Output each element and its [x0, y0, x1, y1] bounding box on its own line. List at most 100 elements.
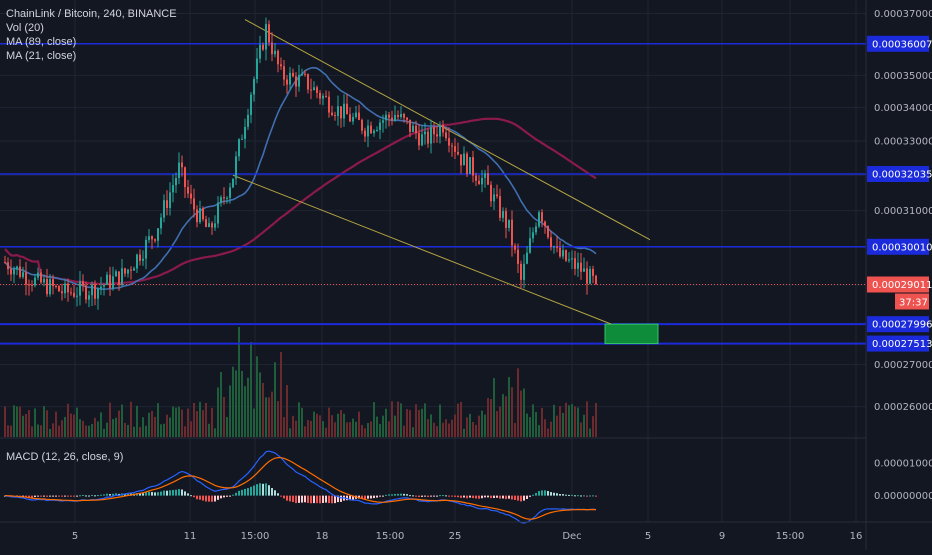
ma89-indicator-label[interactable]: MA (89, close)	[6, 36, 77, 48]
time-tick-label: 5	[72, 531, 78, 542]
current-price-tag[interactable]	[867, 276, 929, 293]
candle-body	[310, 89, 312, 91]
candle-body	[562, 250, 564, 257]
macd-histogram-bar	[433, 495, 435, 497]
macd-histogram-bar	[349, 495, 351, 501]
macd-signal-line	[4, 456, 597, 520]
countdown-tag	[895, 293, 929, 310]
macd-histogram-bar	[592, 495, 594, 497]
candle-body	[304, 73, 306, 75]
macd-histogram-bar	[85, 495, 87, 497]
candle-body	[52, 279, 54, 286]
volume-bar	[505, 396, 507, 437]
trendlines[interactable]	[232, 19, 651, 325]
candle-body	[247, 114, 249, 127]
macd-histogram-bar	[76, 495, 78, 497]
macd-histogram-bar	[247, 488, 249, 496]
trendline[interactable]	[244, 19, 651, 241]
volume-bar	[382, 415, 384, 437]
trendline[interactable]	[232, 174, 612, 325]
level-tag[interactable]	[867, 316, 929, 333]
volume-bar	[22, 415, 24, 437]
symbol-title[interactable]: ChainLink / Bitcoin, 240, BINANCE	[6, 8, 177, 20]
volume-bar	[241, 370, 243, 437]
candle-body	[43, 279, 45, 283]
macd-histogram-bar	[295, 495, 297, 504]
macd-histogram-bar	[70, 495, 72, 497]
macd-histogram-bar	[259, 483, 261, 496]
volume-bar	[526, 413, 528, 437]
candle-body	[286, 79, 288, 85]
candle-body	[235, 156, 237, 179]
macd-tick-label: 0.00000000	[874, 491, 932, 502]
level-tag[interactable]	[867, 166, 929, 183]
vol-indicator-label[interactable]: Vol (20)	[6, 22, 44, 34]
macd-histogram-bar	[40, 495, 42, 497]
volume-bar	[106, 422, 108, 437]
ma21-indicator-label[interactable]: MA (21, close)	[6, 50, 77, 62]
candle-body	[502, 211, 504, 218]
volume-bar	[163, 423, 165, 437]
candle-body	[193, 198, 195, 210]
volume-bar	[193, 402, 195, 437]
macd-histogram-bar	[454, 495, 456, 497]
macd-indicator-label[interactable]: MACD (12, 26, close, 9)	[6, 451, 124, 463]
macd-histogram-bar	[163, 490, 165, 496]
level-tag[interactable]	[867, 335, 929, 352]
volume-bar	[31, 426, 33, 437]
macd-histogram-bar	[325, 495, 327, 503]
candle-body	[196, 209, 198, 223]
candle-body	[85, 285, 87, 300]
macd-histogram-bar	[322, 495, 324, 503]
macd-histogram-bar	[337, 495, 339, 503]
macd-histogram-bar	[280, 495, 282, 497]
horizontal-levels[interactable]	[0, 43, 866, 345]
time-tick-label: Dec	[562, 531, 581, 542]
macd-histogram-bar	[559, 494, 561, 496]
candle-body	[553, 246, 555, 248]
target-zone-box[interactable]	[604, 323, 659, 345]
candle-body	[88, 295, 90, 300]
candle-body	[325, 95, 327, 97]
macd-histogram-bar	[262, 483, 264, 496]
candle-body	[307, 74, 309, 90]
macd-histogram-bar	[526, 495, 528, 500]
volume-bar	[520, 390, 522, 437]
candle-body	[532, 232, 534, 239]
volume-bar	[112, 419, 114, 437]
time-axis[interactable]: 5 11 15:00 18 15:00 25 Dec 5 9 15:00 16	[72, 531, 863, 542]
candle-body	[19, 266, 21, 277]
candle-body	[301, 73, 303, 76]
volume-bar	[517, 368, 519, 437]
volume-bar	[253, 408, 255, 437]
level-tag[interactable]	[867, 35, 929, 52]
price-axis[interactable]: 0.00037000 0.00035000 0.00034000 0.00033000…	[867, 9, 932, 502]
volume-bar	[340, 410, 342, 437]
volume-bar	[70, 413, 72, 437]
volume-bar	[313, 411, 315, 437]
volume-bar	[376, 416, 378, 437]
candle-body	[259, 44, 261, 59]
candle-body	[148, 236, 150, 240]
macd-histogram-bar	[175, 489, 177, 496]
macd-histogram-bar	[394, 493, 396, 496]
candle-body	[586, 268, 588, 284]
macd-histogram-bar	[235, 492, 237, 496]
candle-body	[46, 279, 48, 295]
candle-body	[298, 75, 300, 87]
macd-histogram-bar	[145, 492, 147, 496]
macd-histogram-bar	[445, 495, 447, 497]
macd-histogram-bar	[199, 495, 201, 500]
volume-bar	[565, 402, 567, 437]
macd-histogram-bar	[499, 495, 501, 499]
macd-histogram-bar	[232, 494, 234, 496]
level-tag-label: 0.00036007	[872, 39, 932, 50]
candle-body	[109, 274, 111, 289]
candle-body	[391, 117, 393, 121]
candle-body	[58, 286, 60, 292]
level-tag[interactable]	[867, 238, 929, 255]
price-tick-label: 0.00035000	[874, 71, 932, 82]
candle-body	[442, 125, 444, 133]
